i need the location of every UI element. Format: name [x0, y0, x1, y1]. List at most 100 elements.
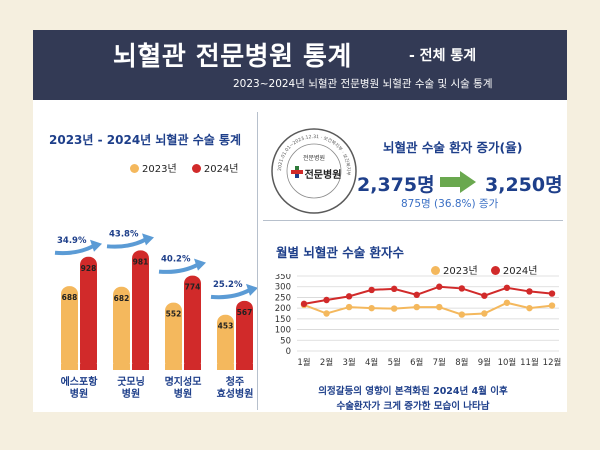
y-tick-100: 100: [275, 326, 291, 336]
x-tick-3: 3월: [342, 357, 355, 368]
category-label-3-2: 병원: [174, 387, 192, 400]
increase-to-value: 3,250명: [485, 174, 563, 196]
bar-legend: 2023년 2024년: [130, 160, 239, 175]
category-label-4-2: 효성병원: [217, 387, 254, 400]
category-label-2-2: 병원: [122, 387, 140, 400]
bar-2024-base-1: [80, 364, 97, 370]
legend-2024-label: 2024년: [203, 164, 239, 175]
growth-label-1: 34.9%: [57, 236, 87, 246]
line-chart-title: 월별 뇌혈관 수술 환자수: [276, 245, 405, 260]
y-tick-200: 200: [275, 304, 291, 314]
x-tick-9: 9월: [478, 357, 491, 368]
bar-2024-4: [236, 300, 253, 370]
category-label-1-2: 병원: [70, 387, 88, 400]
page-subtitle: 2023~2024년 뇌혈관 전문병원 뇌혈관 수술 및 시술 통계: [233, 78, 493, 90]
growth-arrow-1: [54, 243, 95, 256]
y-tick-250: 250: [275, 293, 291, 303]
bar-2023-base-4: [217, 364, 234, 370]
point-2024-8: [458, 285, 466, 292]
line-legend-2024-label: 2024년: [502, 266, 538, 277]
point-2024-5: [390, 285, 398, 293]
bar-2023-base-2: [113, 364, 130, 370]
bar-2023-4: [217, 314, 234, 370]
point-2024-1: [300, 300, 308, 308]
increase-title: 뇌혈관 수술 환자 증가(율): [383, 140, 523, 155]
x-tick-10: 10월: [498, 357, 517, 368]
point-2023-12: [548, 302, 556, 309]
x-tick-5: 5월: [388, 357, 401, 368]
bar-2024-base-3: [184, 364, 201, 370]
page-tag: - 전체 통계: [409, 48, 477, 64]
line-legend: 2023년 2024년: [431, 262, 538, 277]
bar-chart-title: 2023년 - 2024년 뇌혈관 수술 통계: [49, 133, 242, 147]
bar-2024-value-3: 774: [185, 283, 201, 292]
point-2024-10: [503, 284, 511, 291]
legend-2024-swatch: [191, 164, 201, 173]
bar-2023-2: [113, 286, 130, 370]
bar-2023-1: [61, 286, 78, 370]
growth-label-2: 43.8%: [109, 229, 139, 239]
line-legend-2024-swatch: [490, 266, 500, 275]
point-2024-12: [548, 290, 556, 297]
y-tick-350: 350: [275, 274, 291, 282]
note-line-1: 의정갈등의 영향이 본격화된 2024년 4월 이후: [318, 386, 508, 397]
line-series-2024: [303, 285, 553, 305]
y-tick-0: 0: [286, 347, 291, 357]
category-label-2-1: 굿모닝: [117, 375, 145, 388]
seal-label: 전문병원: [303, 154, 325, 162]
x-tick-7: 7월: [433, 357, 446, 368]
seal-name: 전문병원: [305, 168, 342, 181]
x-tick-12: 12월: [543, 357, 562, 368]
bar-2024-3: [184, 275, 201, 370]
point-2024-9: [481, 292, 488, 299]
point-2023-8: [458, 311, 466, 318]
page-title: 뇌혈관 전문병원 통계: [113, 42, 352, 72]
point-2024-7: [436, 283, 443, 290]
point-2023-5: [390, 305, 398, 312]
point-2023-7: [436, 303, 443, 311]
bar-2023-base-3: [165, 364, 182, 370]
increase-from-value: 2,375명: [357, 174, 435, 196]
category-label-1-1: 에스포항: [61, 375, 99, 388]
growth-arrowhead-1: [90, 239, 102, 252]
point-2023-4: [368, 304, 375, 312]
note-line-2: 수술환자가 크게 증가한 모습이 나타남: [336, 401, 490, 412]
point-2024-4: [368, 286, 375, 294]
point-2023-9: [481, 310, 488, 317]
growth-label-4: 25.2%: [213, 280, 243, 290]
bar-2024-value-2: 981: [133, 257, 149, 266]
y-tick-300: 300: [275, 283, 291, 293]
header-banner: 뇌혈관 전문병원 통계 - 전체 통계 2023~2024년 뇌혈관 전문병원 …: [33, 30, 567, 100]
bar-2023-3: [165, 302, 182, 370]
bar-2024-value-4: 567: [237, 308, 253, 317]
x-tick-1: 1월: [297, 357, 310, 368]
point-2024-2: [323, 296, 330, 304]
legend-2023-swatch: [130, 164, 139, 173]
bar-2023-value-2: 682: [114, 294, 130, 303]
bar-2023-value-3: 552: [166, 310, 182, 319]
increase-arrow-icon: [440, 171, 476, 193]
growth-arrowhead-2: [142, 233, 154, 246]
point-2023-6: [413, 303, 420, 311]
legend-2023-label: 2023년: [142, 164, 177, 175]
category-label-4-1: 청주: [226, 375, 244, 388]
bar-2023-value-4: 453: [218, 322, 234, 331]
growth-arrow-3: [158, 262, 199, 274]
y-tick-150: 150: [275, 315, 291, 325]
point-2024-11: [526, 288, 533, 295]
point-2024-6: [413, 291, 420, 299]
certification-seal: 2021.01.01~2023.12.31 · 보건복지부 · 보건복지부 전문…: [269, 126, 359, 216]
x-tick-11: 11월: [520, 357, 539, 368]
y-tick-50: 50: [280, 336, 291, 346]
x-tick-8: 8월: [455, 357, 468, 368]
bar-2024-2: [132, 250, 149, 370]
bar-2024-value-1: 928: [81, 264, 97, 273]
category-label-3-1: 명지성모: [165, 375, 202, 388]
bar-2024-base-4: [236, 364, 253, 370]
panel-divider-horizontal: [263, 220, 563, 221]
point-2023-11: [526, 304, 533, 312]
line-legend-2023-label: 2023년: [443, 266, 478, 277]
infographic-canvas: 뇌혈관 전문병원 통계 - 전체 통계 2023~2024년 뇌혈관 전문병원 …: [33, 30, 567, 412]
